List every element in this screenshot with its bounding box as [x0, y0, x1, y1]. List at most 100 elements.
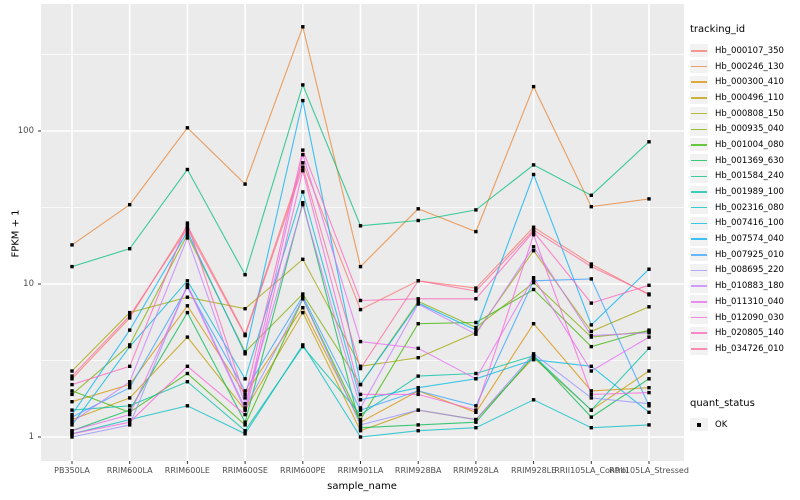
x-tick-label: RRIM928LE: [511, 466, 557, 475]
legend-entry-label: Hb_000808_150: [715, 108, 784, 119]
legend-key-line-icon: [691, 191, 707, 193]
plot-panel: [38, 4, 684, 464]
legend-entry-label: Hb_000246_130: [715, 61, 784, 72]
legend-entry-label: Hb_001004_080: [715, 139, 784, 150]
legend-entry-label: Hb_034726_010: [715, 343, 784, 354]
legend-entry: Hb_000107_350: [690, 43, 800, 59]
y-tick-label: 1: [28, 432, 34, 442]
legend-entry-label: Hb_007925_010: [715, 249, 784, 260]
legend-entry-label: Hb_001584_240: [715, 171, 784, 182]
plot-canvas: [38, 4, 684, 464]
legend-key-box: [690, 75, 708, 89]
legend-entry-label: Hb_007574_040: [715, 234, 784, 245]
x-tick-label: RRII105LA_Stressed: [609, 466, 689, 475]
y-tick-label: 100: [17, 126, 34, 136]
legend-key-box: [690, 169, 708, 183]
x-tick-label: RRIM928LA: [453, 466, 499, 475]
x-tick-label: RRIM600SE: [222, 466, 268, 475]
legend-key-line-icon: [691, 128, 707, 131]
legend-key-line-icon: [691, 159, 707, 162]
legend-entry: Hb_012090_030: [690, 310, 800, 326]
legend-key-box: [690, 185, 708, 199]
tracking-id-legend: tracking_id Hb_000107_350 Hb_000246_130 Hb…: [690, 24, 800, 357]
legend-entry: Hb_001004_080: [690, 137, 800, 153]
tracking-id-legend-title: tracking_id: [690, 24, 746, 35]
x-tick-label: RRIM600LE: [164, 466, 210, 475]
legend-key-box: [690, 326, 708, 340]
y-axis-title: FPKM + 1: [10, 209, 22, 258]
x-tick-label: RRIM928BA: [394, 466, 442, 475]
legend-entry: Hb_001369_630: [690, 153, 800, 169]
legend-key-line-icon: [691, 348, 707, 350]
legend-entry: Hb_000300_410: [690, 74, 800, 90]
legend-key-line-icon: [691, 112, 707, 115]
legend-key-box: [690, 342, 708, 356]
legend-key-box: [690, 60, 708, 74]
legend-entry: Hb_034726_010: [690, 341, 800, 357]
legend-key-line-icon: [691, 238, 707, 240]
legend-key-box: [690, 311, 708, 325]
x-tick-label: RRII105LA_Control: [554, 466, 629, 475]
legend-key-box: [690, 248, 708, 262]
x-tick-label: PB350LA: [54, 466, 90, 475]
legend-key-line-icon: [691, 65, 707, 68]
legend-key-line-icon: [691, 206, 707, 209]
x-tick-label: RRIM600LA: [106, 466, 153, 475]
legend-entry-label: Hb_000496_110: [715, 92, 784, 103]
legend-entry: Hb_020805_140: [690, 325, 800, 341]
black-square-marker-icon: [697, 422, 701, 427]
legend-entry-label: Hb_020805_140: [715, 328, 784, 339]
quant-status-legend-entry: OK: [690, 417, 800, 433]
legend-key-box: [690, 44, 708, 58]
legend-entry-label: Hb_001989_100: [715, 187, 784, 198]
legend-entry: Hb_010883_180: [690, 278, 800, 294]
legend-entry-label: Hb_001369_630: [715, 155, 784, 166]
legend-entry-label: Hb_007416_100: [715, 218, 784, 229]
legend-entry: Hb_000496_110: [690, 90, 800, 106]
legend-key-line-icon: [691, 222, 707, 225]
legend-key-box: [690, 138, 708, 152]
legend-key-box: [690, 279, 708, 293]
legend-entry-label: Hb_011310_040: [715, 296, 784, 307]
legend-key-line-icon: [691, 332, 707, 334]
legend-key-box: [690, 91, 708, 105]
legend-entry: Hb_000808_150: [690, 106, 800, 122]
legend-entry-label: Hb_010883_180: [715, 281, 784, 292]
y-tick-label: 10: [23, 279, 34, 289]
legend-entry-label: Hb_000935_040: [715, 124, 784, 135]
legend-key-line-icon: [691, 254, 707, 256]
legend-entry-label: Hb_008695_220: [715, 265, 784, 276]
legend-key-box: [690, 154, 708, 168]
legend-entry: Hb_000935_040: [690, 121, 800, 137]
legend-entry: Hb_001584_240: [690, 169, 800, 185]
legend-key-line-icon: [691, 269, 707, 272]
quant-status-ok-label: OK: [715, 419, 728, 430]
legend-key-line-icon: [691, 285, 707, 287]
legend-entry-label: Hb_000107_350: [715, 45, 784, 56]
quant-status-legend-title: quant_status: [690, 398, 755, 409]
x-tick-label: RRIM600PE: [280, 466, 326, 475]
quant-status-legend: quant_status OK: [690, 398, 800, 433]
legend-key-box: [690, 295, 708, 309]
legend-entry: Hb_008695_220: [690, 263, 800, 279]
legend-key-box: [690, 201, 708, 215]
x-axis-title: sample_name: [327, 481, 397, 492]
legend-key-box: [690, 122, 708, 136]
legend-key-line-icon: [691, 316, 707, 319]
legend-entry: Hb_002316_080: [690, 200, 800, 216]
legend-entry-label: Hb_002316_080: [715, 202, 784, 213]
tracking-id-legend-entries: Hb_000107_350 Hb_000246_130 Hb_000300_410 H…: [690, 43, 800, 357]
legend-key-box: [690, 418, 708, 432]
legend-key-line-icon: [691, 301, 707, 303]
x-tick-label: RRIM901LA: [337, 466, 384, 475]
legend-entry: Hb_001989_100: [690, 184, 800, 200]
legend-entry: Hb_007925_010: [690, 247, 800, 263]
legend-key-line-icon: [691, 175, 707, 178]
legend-entry: Hb_007574_040: [690, 231, 800, 247]
legend-entry: Hb_000246_130: [690, 59, 800, 75]
legend-key-line-icon: [691, 81, 707, 83]
legend-key-line-icon: [691, 97, 707, 99]
legend-entry: Hb_007416_100: [690, 216, 800, 232]
legend-key-box: [690, 263, 708, 277]
